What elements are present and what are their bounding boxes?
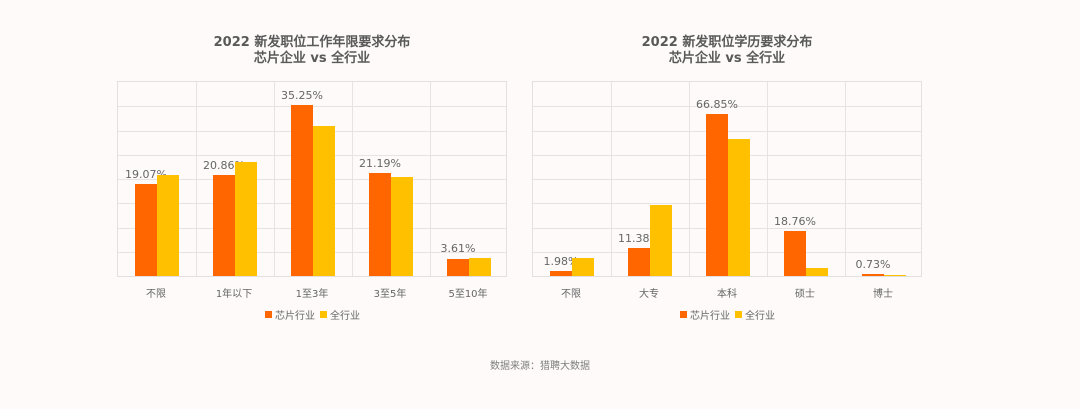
bar-all-industry — [806, 268, 828, 276]
bar-all-industry — [391, 177, 413, 276]
gridline-vertical — [430, 82, 431, 276]
bar-chip-industry — [447, 258, 469, 276]
legend: 芯片行业 全行业 — [265, 307, 365, 322]
x-axis-label: 1至3年 — [295, 289, 329, 300]
legend-item-chip: 芯片行业 — [680, 307, 730, 322]
bar-chip-industry — [784, 230, 806, 276]
legend: 芯片行业 全行业 — [680, 307, 780, 322]
data-label: 19.07% — [125, 167, 167, 181]
legend-swatch-icon — [735, 311, 742, 318]
bar-chip-industry — [550, 271, 572, 276]
data-label: 3.61% — [440, 242, 476, 256]
bar-chip-industry — [369, 173, 391, 276]
legend-item-chip: 芯片行业 — [265, 307, 315, 322]
data-source: 数据来源：猎聘大数据 — [490, 361, 590, 372]
gridline-vertical — [274, 82, 275, 276]
bar-all-industry — [235, 161, 257, 276]
legend-item-all: 全行业 — [320, 307, 360, 322]
plot-area: 19.07% 20.86% 35.25% 21.19% 3.61% — [117, 81, 507, 277]
x-axis-label: 博士 — [873, 289, 893, 300]
data-label: 0.73% — [855, 258, 891, 272]
data-label: 21.19% — [359, 157, 401, 171]
x-axis-label: 大专 — [639, 289, 659, 300]
bar-all-industry — [884, 275, 906, 276]
x-axis-label: 5至10年 — [448, 289, 488, 300]
data-label: 11.38% — [618, 232, 660, 246]
legend-label: 全行业 — [745, 311, 775, 322]
gridline-vertical — [352, 82, 353, 276]
gridline-vertical — [689, 82, 690, 276]
gridline-vertical — [611, 82, 612, 276]
data-label: 1.98% — [543, 255, 579, 269]
bar-all-industry — [728, 139, 750, 276]
bar-all-industry — [572, 258, 594, 276]
plot-area: 1.98% 11.38% 66.85% 18.76% 0.73% — [532, 81, 922, 277]
bar-all-industry — [469, 257, 491, 276]
chart-subtitle: 芯片企业 vs 全行业 — [668, 51, 786, 66]
gridline-vertical — [196, 82, 197, 276]
data-label: 35.25% — [281, 89, 323, 103]
data-label: 20.86% — [203, 158, 245, 172]
x-axis-label: 不限 — [561, 289, 581, 300]
bar-all-industry — [157, 174, 179, 276]
bar-chip-industry — [291, 105, 313, 276]
legend-label: 全行业 — [330, 311, 360, 322]
bar-chip-industry — [135, 183, 157, 276]
legend-label: 芯片行业 — [690, 311, 730, 322]
data-label: 66.85% — [696, 97, 738, 111]
legend-swatch-icon — [265, 311, 272, 318]
bar-chip-industry — [213, 174, 235, 276]
x-axis-label: 1年以下 — [215, 289, 253, 300]
chart-title: 2022 新发职位学历要求分布 — [641, 35, 813, 50]
legend-item-all: 全行业 — [735, 307, 775, 322]
chart-subtitle: 芯片企业 vs 全行业 — [253, 51, 371, 66]
chart-title: 2022 新发职位工作年限要求分布 — [213, 35, 411, 50]
bar-chip-industry — [706, 113, 728, 276]
gridline-vertical — [845, 82, 846, 276]
bar-all-industry — [313, 125, 335, 276]
legend-swatch-icon — [320, 311, 327, 318]
bar-chip-industry — [862, 274, 884, 276]
chart-experience: 2022 新发职位工作年限要求分布 芯片企业 vs 全行业 19.07% 20.8… — [102, 0, 522, 330]
bar-all-industry — [650, 205, 672, 276]
chart-education: 2022 新发职位学历要求分布 芯片企业 vs 全行业 1.98% 11.38% 6… — [517, 0, 937, 330]
gridline-vertical — [767, 82, 768, 276]
legend-swatch-icon — [680, 311, 687, 318]
x-axis-label: 3至5年 — [373, 289, 407, 300]
data-label: 18.76% — [774, 214, 816, 228]
gridline-horizontal — [533, 106, 921, 108]
x-axis-label: 不限 — [146, 289, 166, 300]
x-axis-label: 本科 — [717, 289, 737, 300]
x-axis-label: 硕士 — [795, 289, 815, 300]
legend-label: 芯片行业 — [275, 311, 315, 322]
bar-chip-industry — [628, 248, 650, 276]
